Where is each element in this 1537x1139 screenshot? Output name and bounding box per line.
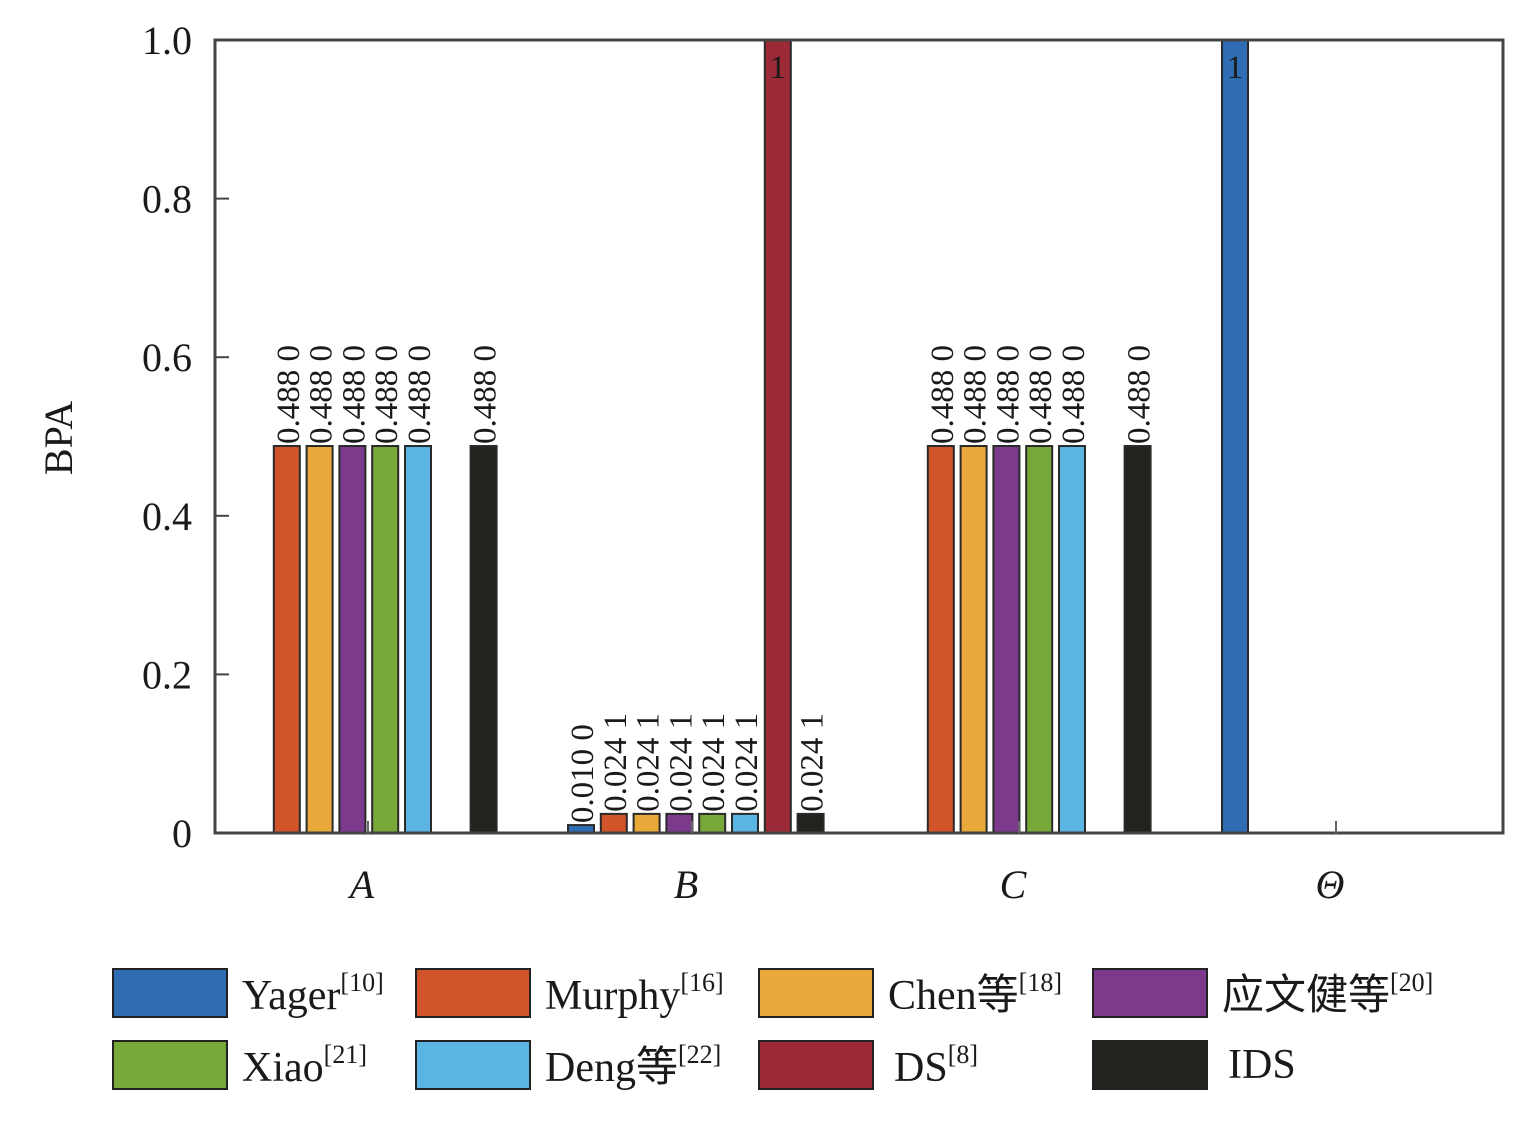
legend-swatch: [112, 1040, 228, 1090]
bar-chen-2: [959, 445, 988, 834]
legend-label: Deng等[22]: [545, 1039, 722, 1091]
legend-label: Chen等[18]: [888, 967, 1062, 1019]
bar-ids-1: [796, 812, 825, 834]
legend-label: IDS: [1228, 1042, 1296, 1088]
legend-swatch: [415, 1040, 531, 1090]
data-label: 0.488 0: [1122, 345, 1158, 444]
legend: Yager[10] Murphy[16] Chen等[18] 应文健等[20] Xiao…: [112, 966, 1472, 1096]
legend-swatch: [415, 968, 531, 1018]
bar-murphy-2: [926, 445, 955, 834]
bar-deng-0: [404, 445, 432, 834]
bar-ds-1: [763, 39, 792, 834]
bar-xiao-0: [371, 445, 400, 834]
legend-item: Yager[10]: [112, 966, 384, 1020]
legend-item: Deng等[22]: [415, 1038, 721, 1092]
bar-xiao-2: [1025, 445, 1054, 834]
legend-item: Chen等[18]: [758, 966, 1062, 1020]
bar-yager-3: [1221, 39, 1249, 834]
bar-xiao-1: [698, 812, 727, 834]
y-tick-label: 0.4: [142, 494, 192, 539]
legend-item: IDS: [1092, 1038, 1296, 1092]
data-label: 0.488 0: [369, 345, 405, 444]
bar-ids-0: [469, 445, 498, 834]
y-tick-label: 0: [172, 811, 192, 856]
legend-label: Yager[10]: [242, 967, 384, 1019]
bar--1: [665, 812, 694, 834]
data-labels: 0.488 00.488 00.488 00.488 00.488 0 0.488…: [271, 50, 1243, 823]
y-tick-label: 0.6: [142, 335, 192, 380]
bar-deng-2: [1058, 445, 1086, 834]
data-label: 0.488 0: [1023, 345, 1059, 444]
x-tick-label: B: [674, 862, 698, 907]
y-axis: 0 0.2 0.4 0.6 0.8 1.0: [142, 18, 229, 856]
data-label: 0.488 0: [468, 345, 504, 444]
data-label: 0.488 0: [925, 345, 961, 444]
data-label: 0.488 0: [990, 345, 1026, 444]
data-label: 0.488 0: [271, 345, 307, 444]
data-label: 1: [770, 50, 787, 86]
data-label: 0.488 0: [1056, 345, 1092, 444]
legend-swatch: [758, 968, 874, 1018]
data-label: 0.024 1: [696, 713, 732, 812]
y-tick-label: 0.2: [142, 652, 192, 697]
bar--0: [338, 445, 367, 834]
x-tick-label: C: [1000, 862, 1028, 907]
bar-chen-0: [305, 445, 334, 834]
data-label: 0.488 0: [304, 345, 340, 444]
legend-label: Xiao[21]: [242, 1039, 367, 1091]
x-tick-label: A: [347, 862, 375, 907]
data-label: 0.488 0: [336, 345, 372, 444]
data-label: 0.024 1: [729, 713, 765, 812]
data-label: 0.010 0: [565, 724, 601, 823]
data-label: 0.024 1: [795, 713, 831, 812]
bar-ids-2: [1123, 445, 1152, 834]
y-tick-label: 1.0: [142, 18, 192, 63]
bar-chen-1: [632, 812, 661, 834]
legend-item: Xiao[21]: [112, 1038, 367, 1092]
data-label: 0.488 0: [958, 345, 994, 444]
y-tick-label: 0.8: [142, 177, 192, 222]
legend-swatch: [758, 1040, 874, 1090]
legend-item: 应文健等[20]: [1092, 966, 1433, 1020]
data-label: 0.024 1: [598, 713, 634, 812]
bar-deng-1: [731, 812, 759, 834]
data-label: 0.488 0: [402, 345, 438, 444]
legend-swatch: [112, 968, 228, 1018]
data-label: 0.024 1: [663, 713, 699, 812]
data-label: 0.024 1: [631, 713, 667, 812]
bar-murphy-1: [599, 812, 628, 834]
y-axis-title: BPA: [36, 401, 81, 475]
legend-item: DS[8]: [758, 1038, 978, 1092]
x-tick-label: Θ: [1316, 862, 1345, 907]
data-label: 1: [1227, 50, 1244, 86]
legend-swatch: [1092, 968, 1208, 1018]
bar--2: [992, 445, 1021, 834]
legend-label: Murphy[16]: [545, 967, 724, 1019]
legend-item: Murphy[16]: [415, 966, 724, 1020]
plot-frame: [213, 38, 1505, 835]
legend-label: DS[8]: [894, 1039, 979, 1091]
legend-swatch: [1092, 1040, 1208, 1090]
bars-layer: [272, 39, 1249, 835]
bar-murphy-0: [272, 445, 301, 834]
legend-label: 应文健等[20]: [1222, 967, 1434, 1019]
